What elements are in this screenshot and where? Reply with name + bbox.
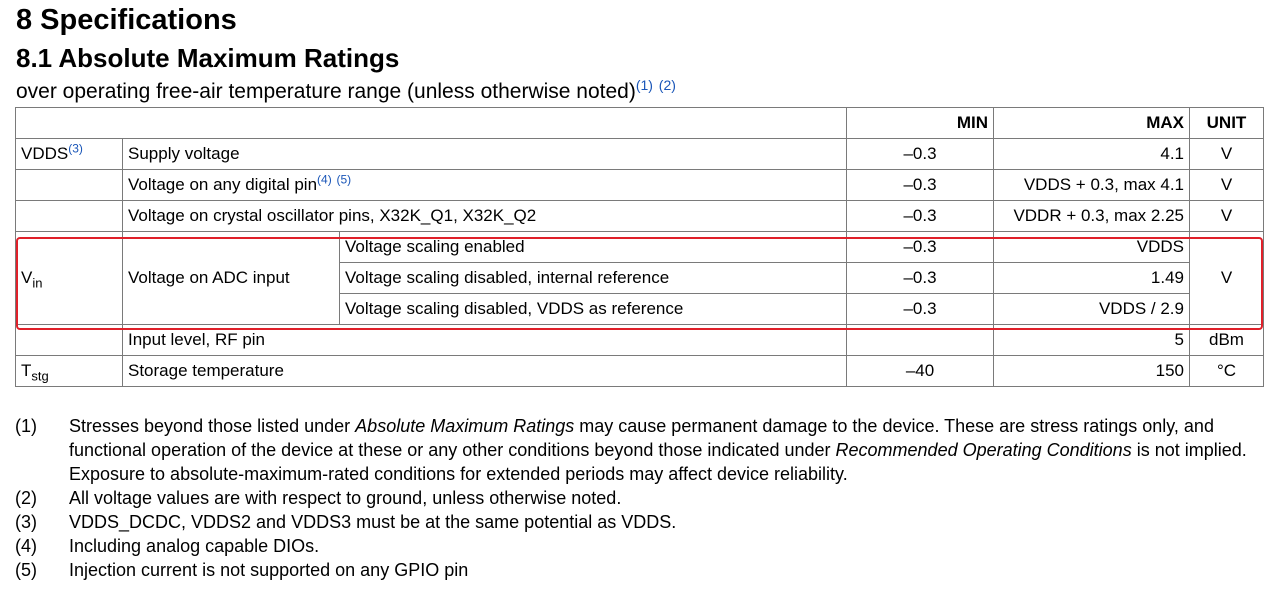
header-min: MIN (846, 107, 994, 139)
max-cell: VDDS + 0.3, max 4.1 (993, 169, 1190, 201)
min-cell: –0.3 (846, 200, 994, 232)
max-cell: 5 (993, 324, 1190, 356)
header-blank (15, 107, 847, 139)
unit-cell: V (1189, 169, 1264, 201)
symbol-cell (15, 200, 123, 232)
min-cell: –40 (846, 355, 994, 387)
max-cell: 150 (993, 355, 1190, 387)
footnote-ref-3[interactable]: (3) (68, 141, 83, 156)
footnote-ref-2[interactable]: (2) (658, 77, 676, 93)
parameter-cell: Storage temperature (122, 355, 847, 387)
condition-cell: Voltage scaling disabled, VDDS as refere… (339, 293, 847, 325)
symbol-cell: Vin (15, 231, 123, 325)
max-cell: 1.49 (993, 262, 1190, 294)
section-title: 8 Specifications (16, 4, 237, 36)
table-row: Voltage on crystal oscillator pins, X32K… (15, 200, 1264, 232)
table-row: Tstg Storage temperature –40 150 °C (15, 355, 1264, 387)
footnote-ref-5[interactable]: (5) (336, 172, 352, 187)
unit-cell: °C (1189, 355, 1264, 387)
footnote-1: (1) Stresses beyond those listed under A… (15, 416, 1247, 484)
unit-cell: dBm (1189, 324, 1264, 356)
unit-cell: V (1189, 231, 1264, 325)
table-row: Vin Voltage on ADC input Voltage scaling… (15, 231, 1264, 325)
footnote-4: (4) Including analog capable DIOs. (15, 536, 320, 556)
table-subtitle: over operating free-air temperature rang… (16, 78, 676, 106)
min-cell: –0.3 (846, 293, 994, 325)
table-row: Voltage scaling disabled, VDDS as refere… (16, 293, 1264, 325)
header-unit: UNIT (1189, 107, 1264, 139)
header-max: MAX (993, 107, 1190, 139)
min-cell: –0.3 (846, 138, 994, 170)
min-cell: –0.3 (846, 169, 994, 201)
parameter-cell: Voltage on any digital pin(4) (5) (122, 169, 847, 201)
condition-cell: Voltage scaling enabled (339, 231, 847, 263)
max-cell: VDDS / 2.9 (993, 293, 1190, 325)
table-row: Voltage scaling disabled, internal refer… (16, 262, 1264, 294)
min-cell: –0.3 (846, 231, 994, 263)
parameter-cell: Supply voltage (122, 138, 847, 170)
footnote-2: (2) All voltage values are with respect t… (15, 488, 622, 508)
max-cell: VDDR + 0.3, max 2.25 (993, 200, 1190, 232)
footnote-ref-1[interactable]: (1) (635, 77, 653, 93)
table-header-row: MIN MAX UNIT (15, 107, 1264, 139)
subsection-title: 8.1 Absolute Maximum Ratings (16, 43, 400, 73)
subtitle-text: over operating free-air temperature rang… (16, 80, 636, 103)
condition-cell: Voltage scaling disabled, internal refer… (339, 262, 847, 294)
table-row: Input level, RF pin 5 dBm (15, 324, 1264, 356)
absolute-max-ratings-table: MIN MAX UNIT VDDS(3) Supply voltage –0.3… (15, 107, 1264, 387)
unit-cell: V (1189, 200, 1264, 232)
parameter-cell: Voltage on ADC input (122, 231, 340, 325)
parameter-cell: Input level, RF pin (122, 324, 847, 356)
table-row: Voltage on any digital pin(4) (5) –0.3 V… (15, 169, 1264, 201)
footnote-ref-4[interactable]: (4) (317, 172, 332, 187)
min-cell (846, 324, 994, 356)
footnotes: (1) Stresses beyond those listed under A… (15, 414, 1269, 582)
footnote-5: (5) Injection current is not supported on… (15, 560, 469, 580)
min-cell: –0.3 (846, 262, 994, 294)
symbol-cell (15, 324, 123, 356)
symbol-cell: VDDS(3) (15, 138, 123, 170)
footnote-3: (3) VDDS_DCDC, VDDS2 and VDDS3 must be at… (15, 512, 677, 532)
max-cell: VDDS (993, 231, 1190, 263)
unit-cell: V (1189, 138, 1264, 170)
symbol-cell (15, 169, 123, 201)
parameter-cell: Voltage on crystal oscillator pins, X32K… (122, 200, 847, 232)
max-cell: 4.1 (993, 138, 1190, 170)
symbol-cell: Tstg (15, 355, 123, 387)
table-row: VDDS(3) Supply voltage –0.3 4.1 V (15, 138, 1264, 170)
